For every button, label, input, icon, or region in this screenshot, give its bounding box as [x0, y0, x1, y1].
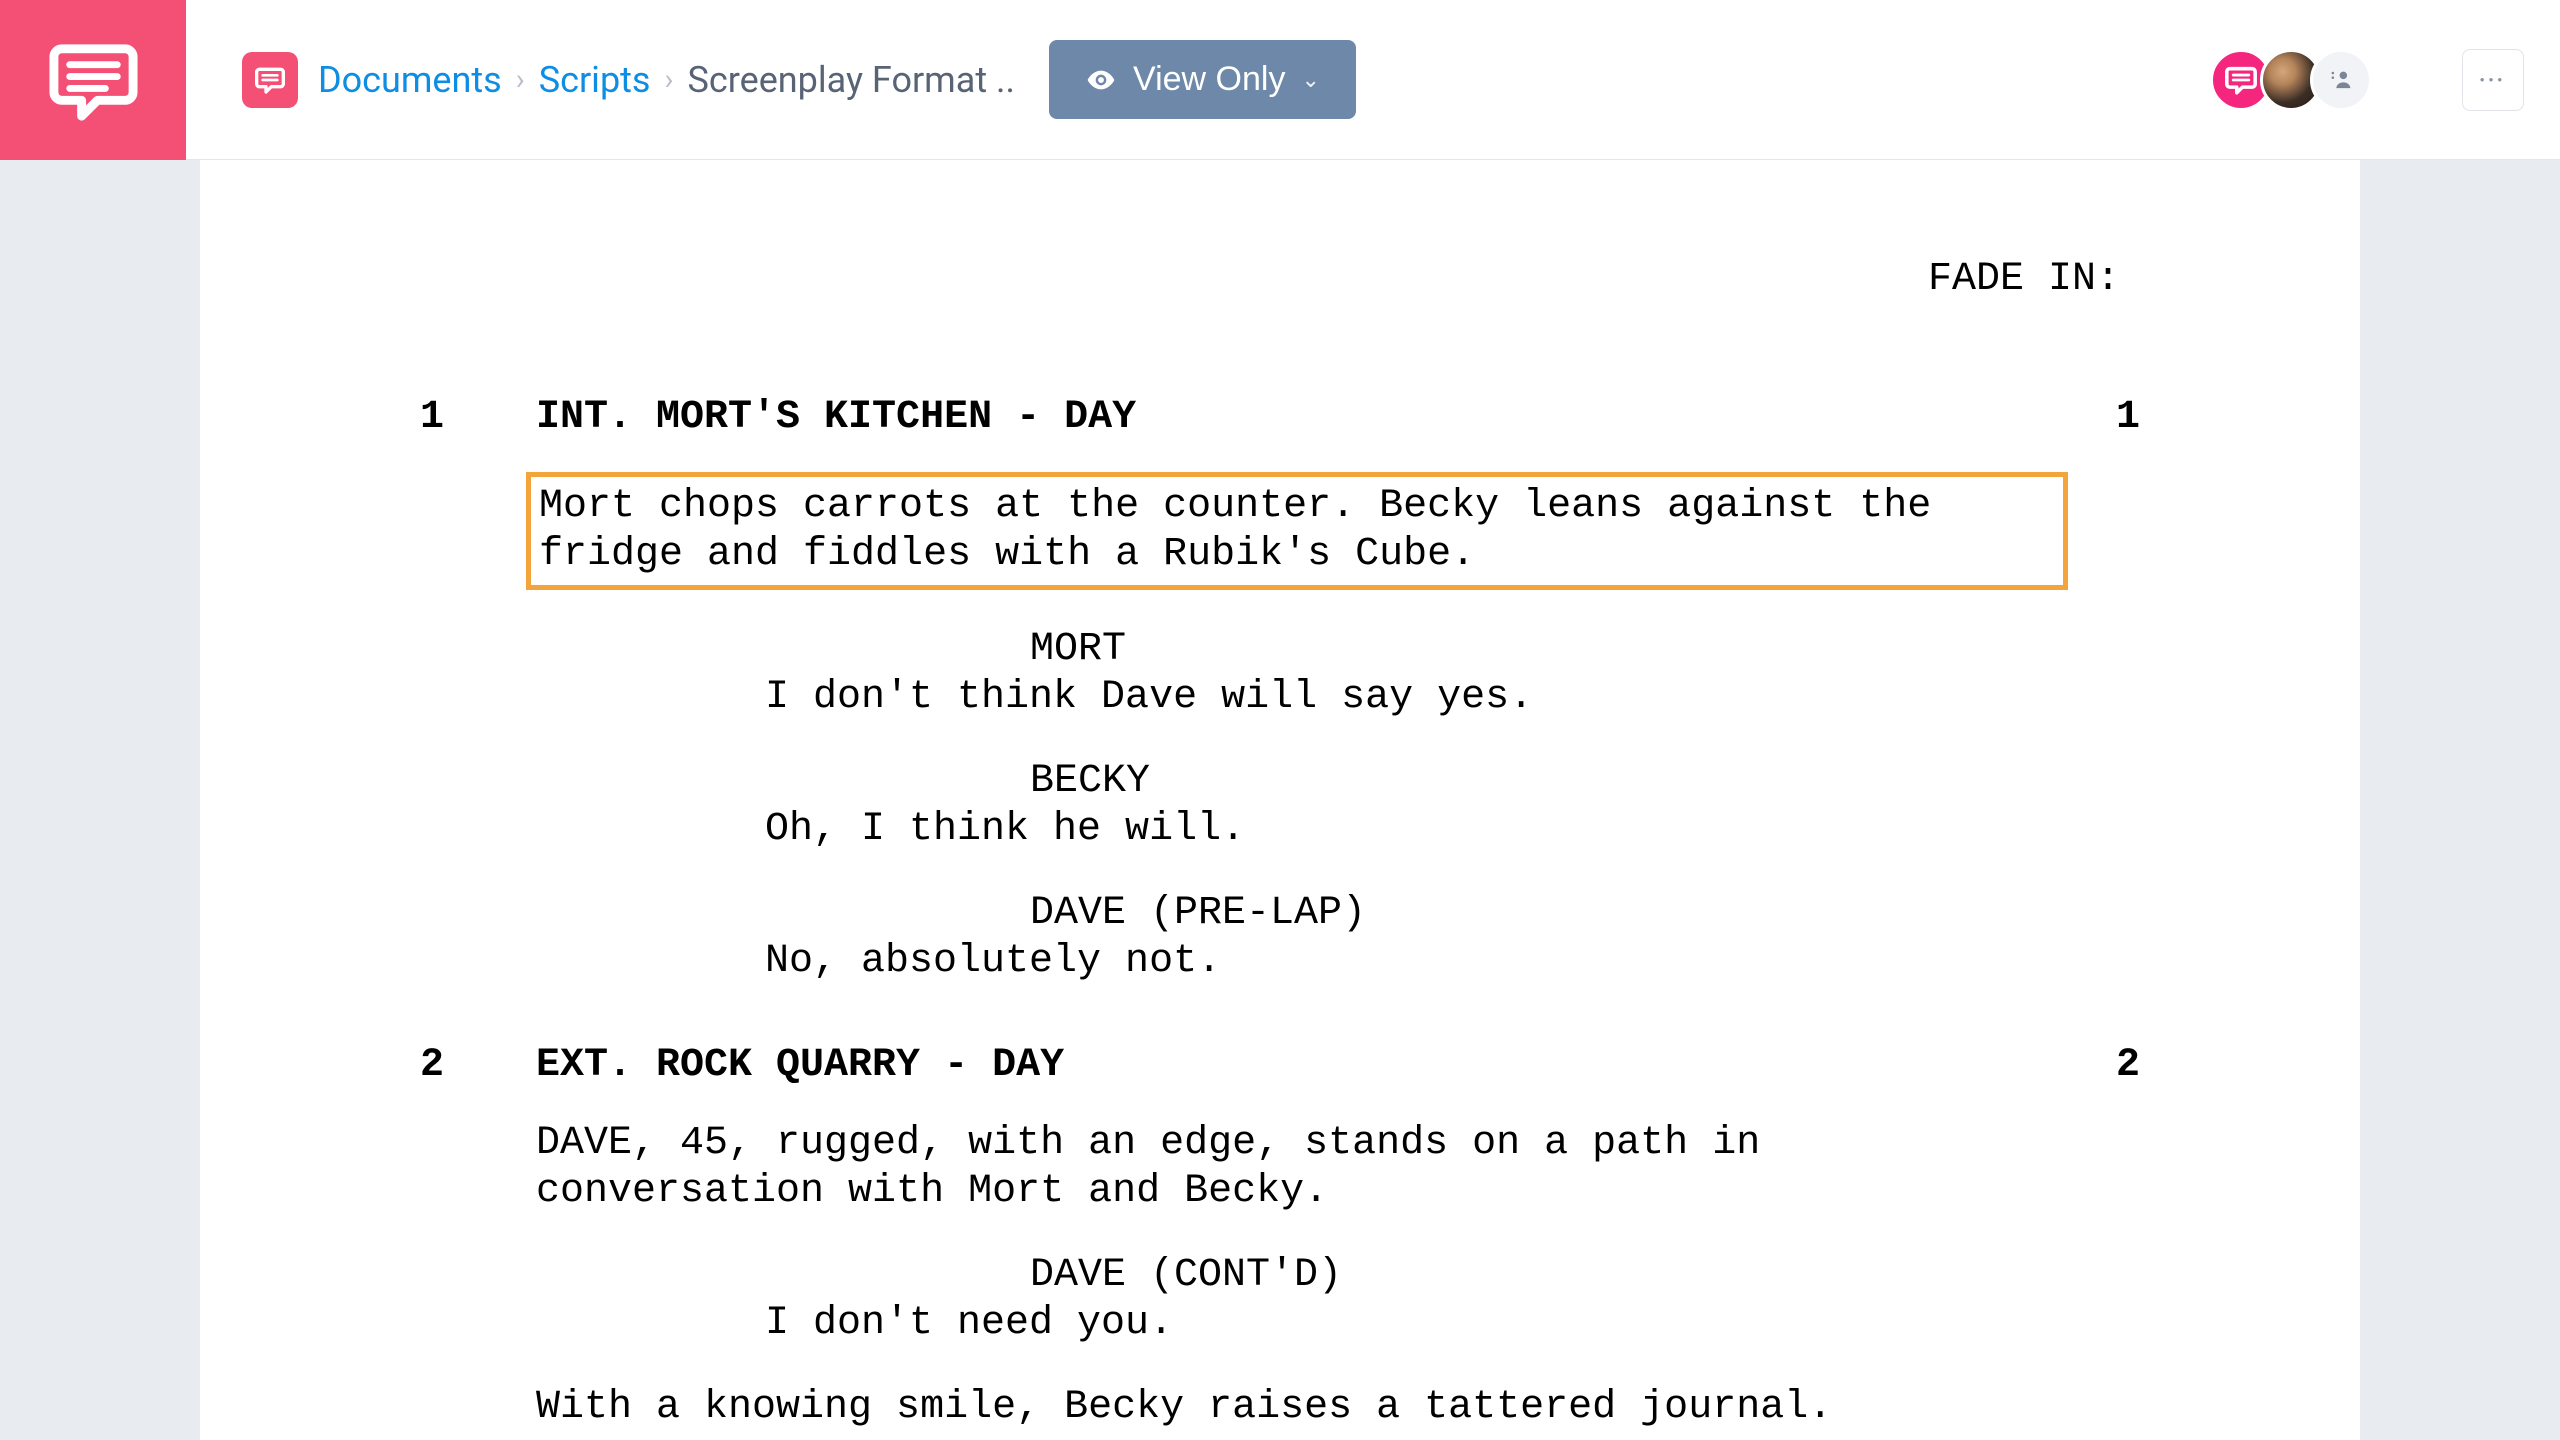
chat-bubble-icon: [2224, 63, 2258, 97]
scene-heading-row: 2 EXT. ROCK QUARRY - DAY 2: [420, 1042, 2140, 1090]
workspace: FADE IN: 1 INT. MORT'S KITCHEN - DAY 1 M…: [0, 160, 2560, 1440]
view-mode-button[interactable]: View Only ⌄: [1049, 40, 1356, 119]
breadcrumb: Documents › Scripts › Screenplay Format …: [318, 59, 1015, 101]
topbar: Documents › Scripts › Screenplay Format …: [186, 0, 2560, 160]
dialogue-line: Oh, I think he will.: [765, 806, 1720, 854]
eye-icon: [1085, 64, 1117, 96]
chevron-down-icon: ⌄: [1301, 67, 1319, 93]
main-area: Documents › Scripts › Screenplay Format …: [0, 0, 2560, 1440]
dialogue-line: No, absolutely not.: [765, 938, 1720, 986]
app-logo[interactable]: [0, 0, 186, 160]
screenplay-page: FADE IN: 1 INT. MORT'S KITCHEN - DAY 1 M…: [200, 160, 2360, 1440]
add-user-icon: [2327, 66, 2355, 94]
chevron-right-icon: ›: [516, 62, 525, 97]
chat-bubble-icon: [46, 33, 141, 128]
breadcrumb-documents[interactable]: Documents: [318, 59, 502, 101]
character-name: DAVE (PRE-LAP): [420, 890, 2140, 938]
scene-1: 1 INT. MORT'S KITCHEN - DAY 1 Mort chops…: [420, 394, 2140, 986]
ellipsis-icon: ●●●: [2480, 75, 2507, 84]
view-mode-label: View Only: [1133, 60, 1285, 99]
dialogue-block: MORT I don't think Dave will say yes.: [420, 626, 2140, 722]
breadcrumb-current: Screenplay Format ..: [688, 59, 1016, 101]
character-name: MORT: [420, 626, 2140, 674]
scene-2: 2 EXT. ROCK QUARRY - DAY 2 DAVE, 45, rug…: [420, 1042, 2140, 1432]
scene-heading: INT. MORT'S KITCHEN - DAY: [490, 394, 2070, 442]
scene-number-right: 2: [2070, 1042, 2140, 1090]
chevron-right-icon: ›: [665, 62, 674, 97]
app-root: Documents › Scripts › Screenplay Format …: [0, 0, 2560, 1440]
action-highlighted[interactable]: Mort chops carrots at the counter. Becky…: [526, 472, 2068, 590]
character-name: DAVE (CONT'D): [420, 1252, 2140, 1300]
scene-number-right: 1: [2070, 394, 2140, 442]
more-options-button[interactable]: ●●●: [2462, 49, 2524, 111]
action-line: With a knowing smile, Becky raises a tat…: [536, 1384, 1980, 1432]
breadcrumb-scripts[interactable]: Scripts: [539, 59, 651, 101]
header: Documents › Scripts › Screenplay Format …: [0, 0, 2560, 160]
dialogue-line: I don't need you.: [765, 1300, 1720, 1348]
scene-heading-row: 1 INT. MORT'S KITCHEN - DAY 1: [420, 394, 2140, 442]
fade-in: FADE IN:: [420, 256, 2140, 304]
action-line: DAVE, 45, rugged, with an edge, stands o…: [536, 1120, 1980, 1216]
chat-bubble-icon: [254, 64, 286, 96]
character-name: BECKY: [420, 758, 2140, 806]
dialogue-block: DAVE (PRE-LAP) No, absolutely not.: [420, 890, 2140, 986]
dialogue-block: DAVE (CONT'D) I don't need you.: [420, 1252, 2140, 1348]
dialogue-line: I don't think Dave will say yes.: [765, 674, 1720, 722]
avatar-add-user[interactable]: [2310, 49, 2372, 111]
scene-heading: EXT. ROCK QUARRY - DAY: [490, 1042, 2070, 1090]
dialogue-block: BECKY Oh, I think he will.: [420, 758, 2140, 854]
presence-avatars: [2210, 49, 2372, 111]
logo-button[interactable]: [242, 52, 298, 108]
scene-number-left: 2: [420, 1042, 490, 1090]
scene-number-left: 1: [420, 394, 490, 442]
